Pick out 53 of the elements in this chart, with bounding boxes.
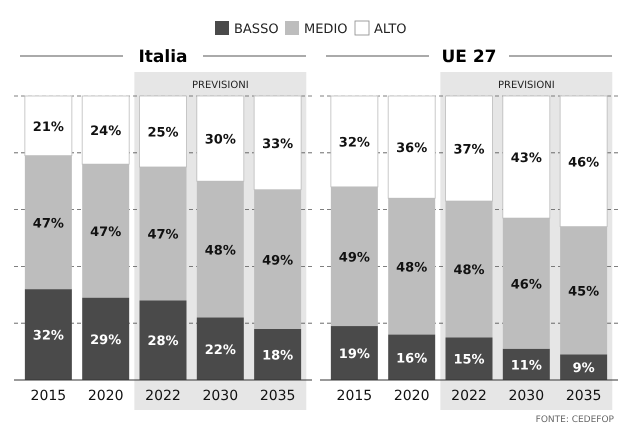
x-tick-label: 2015 xyxy=(30,388,66,404)
data-label: 15% xyxy=(453,352,485,368)
data-label: 21% xyxy=(32,120,64,135)
x-tick-label: 2020 xyxy=(88,388,124,404)
bar xyxy=(140,300,186,380)
data-label: 11% xyxy=(510,358,542,374)
data-label: 48% xyxy=(204,243,236,258)
data-label: 28% xyxy=(147,334,179,350)
x-tick-label: 2020 xyxy=(394,388,430,404)
data-label: 46% xyxy=(510,277,542,292)
data-label: 49% xyxy=(262,253,294,268)
x-tick-label: 2022 xyxy=(451,388,487,404)
data-label: 24% xyxy=(90,124,122,140)
legend-label: MEDIO xyxy=(304,22,348,37)
x-tick-label: 2030 xyxy=(508,388,544,404)
data-label: 47% xyxy=(147,228,179,243)
data-label: 16% xyxy=(396,351,428,366)
x-tick-label: 2015 xyxy=(336,388,372,404)
data-label: 9% xyxy=(572,361,595,376)
data-label: 29% xyxy=(90,332,122,348)
band-label: PREVISIONI xyxy=(192,80,249,91)
data-label: 36% xyxy=(396,141,428,156)
legend-label: ALTO xyxy=(374,22,407,37)
data-label: 30% xyxy=(204,132,236,148)
x-tick-label: 2022 xyxy=(145,388,181,404)
data-label: 47% xyxy=(90,224,122,240)
bar xyxy=(254,328,302,380)
data-label: 19% xyxy=(338,347,370,362)
data-label: 32% xyxy=(32,328,64,344)
data-label: 22% xyxy=(204,342,236,358)
data-label: 48% xyxy=(396,260,428,276)
bar xyxy=(388,334,436,380)
data-label: 18% xyxy=(262,348,294,364)
x-tick-label: 2035 xyxy=(260,388,296,404)
bar xyxy=(330,326,378,380)
data-label: 32% xyxy=(338,135,370,150)
data-label: 47% xyxy=(32,216,64,232)
x-tick-label: 2030 xyxy=(202,388,238,404)
data-label: 33% xyxy=(262,136,294,152)
bar xyxy=(446,337,492,380)
band-label: PREVISIONI xyxy=(498,80,555,91)
data-label: 45% xyxy=(568,284,600,300)
chart-title: Italia xyxy=(138,47,188,67)
source-note: FONTE: CEDEFOP xyxy=(536,415,615,425)
data-label: 49% xyxy=(338,250,370,266)
data-label: 43% xyxy=(510,151,542,166)
chart-title: UE 27 xyxy=(442,47,496,67)
data-label: 37% xyxy=(453,142,485,158)
x-tick-label: 2035 xyxy=(566,388,602,404)
data-label: 46% xyxy=(568,155,600,170)
legend-label: BASSO xyxy=(234,22,279,37)
data-label: 25% xyxy=(147,126,179,140)
data-label: 48% xyxy=(453,263,485,278)
